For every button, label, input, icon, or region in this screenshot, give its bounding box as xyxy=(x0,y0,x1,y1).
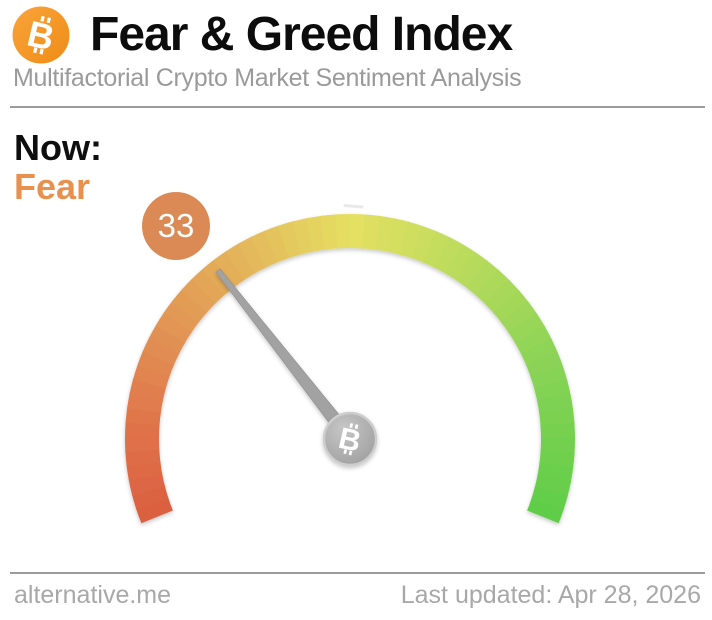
sentiment-value: Fear xyxy=(14,166,91,207)
now-label: Now: xyxy=(14,127,102,168)
gauge-arc xyxy=(124,214,576,524)
last-updated: Last updated: Apr 28, 2026 xyxy=(400,581,701,609)
page-title: Fear & Greed Index xyxy=(90,8,513,61)
footer-divider xyxy=(10,572,705,574)
bitcoin-coin-circle xyxy=(12,6,70,64)
value-badge: 33 xyxy=(142,192,210,260)
gauge-svg: B xyxy=(124,204,576,524)
gauge-top-mark xyxy=(343,204,364,209)
gauge: B xyxy=(100,180,600,560)
bitcoin-icon: B xyxy=(12,6,70,64)
source-link[interactable]: alternative.me xyxy=(14,581,172,609)
gauge-value: 33 xyxy=(157,207,195,244)
subtitle: Multifactorial Crypto Market Sentiment A… xyxy=(13,64,522,92)
gauge-hub: B xyxy=(322,411,378,467)
header-divider xyxy=(10,106,705,108)
